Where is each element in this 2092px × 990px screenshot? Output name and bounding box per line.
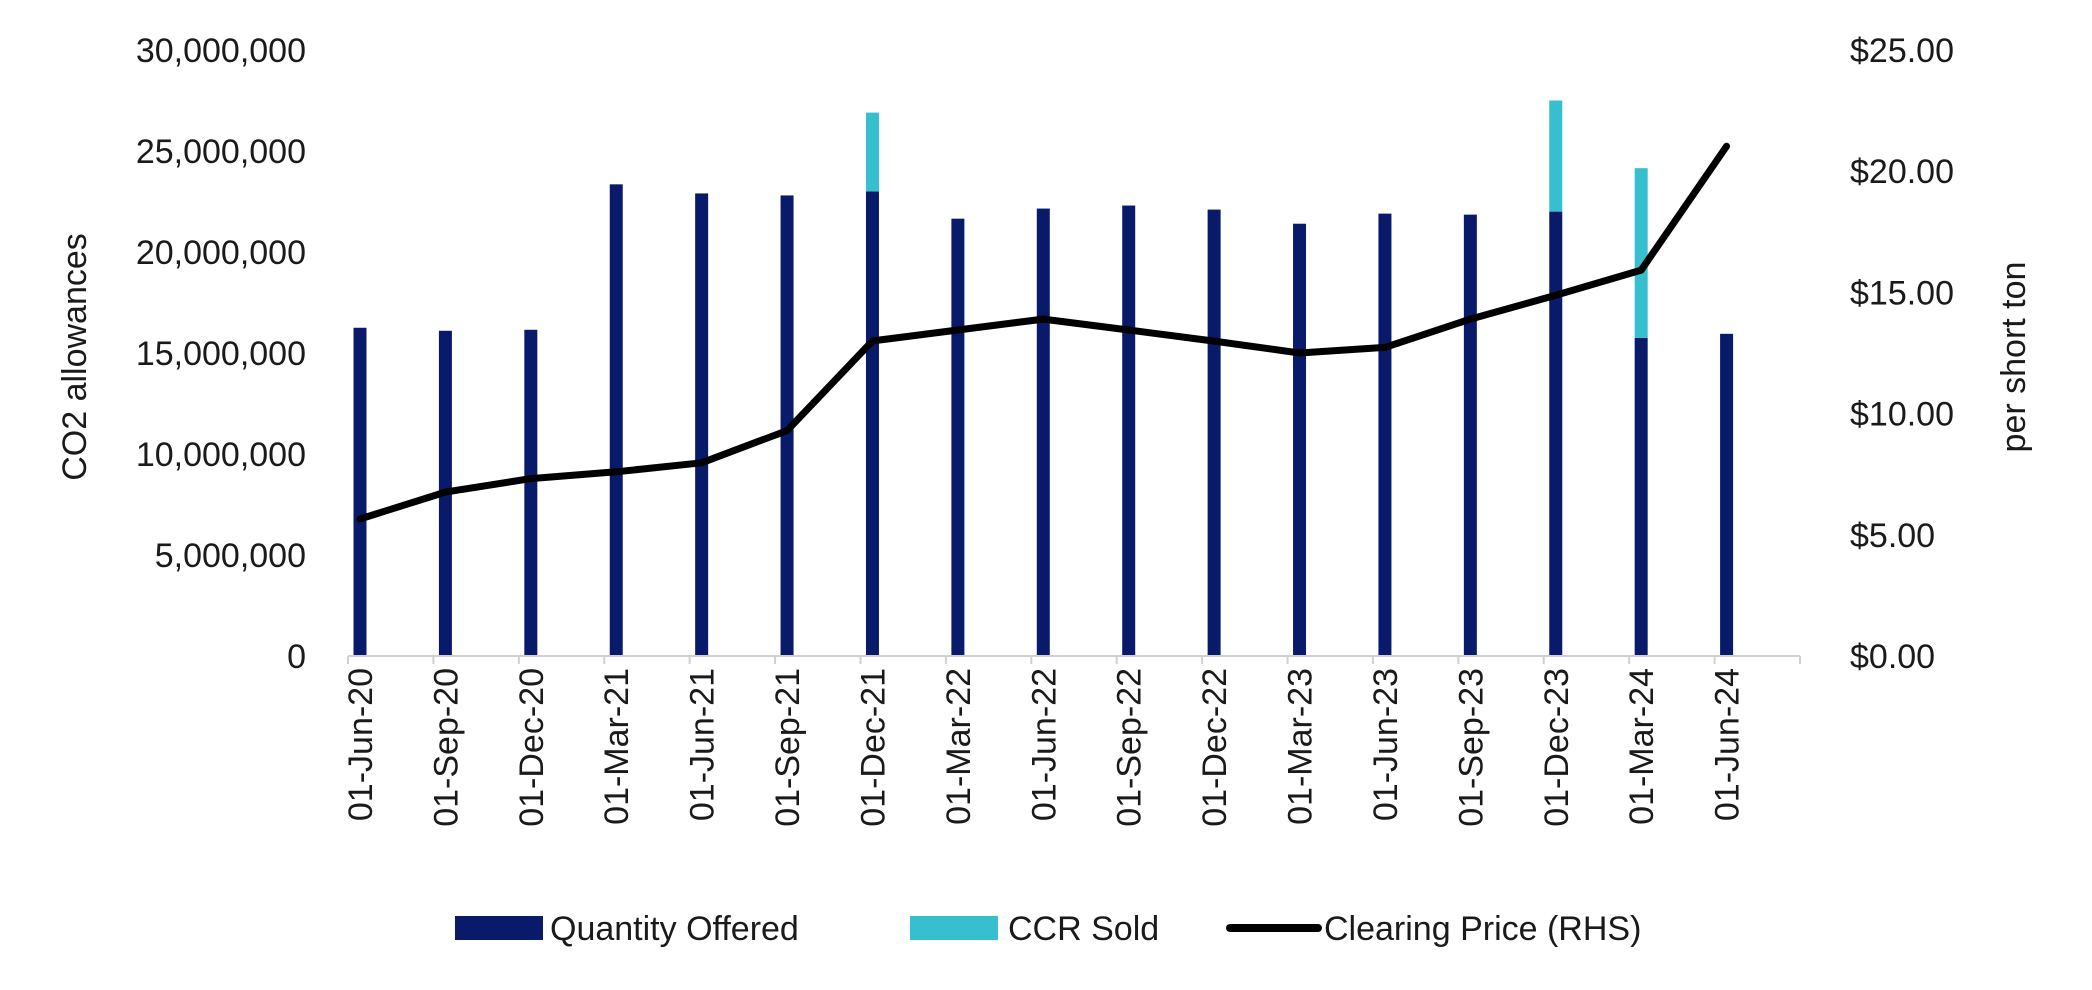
bar-quantity-offered <box>1122 205 1136 657</box>
bar-quantity-offered <box>865 191 879 656</box>
right-tick-label: $5.00 <box>1850 517 1935 555</box>
left-axis-title: CO2 allowances <box>56 233 94 481</box>
left-tick-label: 20,000,000 <box>136 234 306 272</box>
x-tick-label: 01-Sep-23 <box>1452 668 1490 827</box>
left-axis-ticks: 0 5,000,000 10,000,000 15,000,000 20,000,000… <box>136 32 306 676</box>
x-tick-label: 01-Sep-20 <box>427 668 465 827</box>
bar-quantity-offered <box>1549 211 1563 656</box>
x-tick-label: 01-Jun-22 <box>1025 668 1063 821</box>
bar-quantity-offered <box>951 218 965 657</box>
x-tick-label: 01-Jun-20 <box>342 668 380 821</box>
x-tick-label: 01-Dec-23 <box>1538 668 1576 827</box>
clearing-price-line <box>356 142 1731 523</box>
x-tick-label: 01-Mar-24 <box>1623 668 1661 825</box>
x-tick-label: 01-Sep-22 <box>1111 668 1149 827</box>
x-tick-label: 01-Jun-21 <box>684 668 722 821</box>
x-tick-label: 01-Jun-24 <box>1709 668 1747 821</box>
bar-quantity-offered <box>1634 337 1648 656</box>
right-tick-label: $10.00 <box>1850 396 1954 434</box>
legend-label-clearing-price: Clearing Price (RHS) <box>1324 910 1641 948</box>
x-axis-tick-labels: 01-Jun-20 01-Sep-20 01-Dec-20 01-Mar-21 01-J… <box>342 668 1747 827</box>
left-tick-label: 30,000,000 <box>136 32 306 70</box>
x-tick-label: 01-Jun-23 <box>1367 668 1405 821</box>
x-tick-label: 01-Mar-23 <box>1282 668 1320 825</box>
x-tick-label: 01-Sep-21 <box>769 668 807 827</box>
left-tick-label: 0 <box>287 638 306 676</box>
x-tick-label: 01-Dec-21 <box>854 668 892 827</box>
right-tick-label: $20.00 <box>1850 153 1954 191</box>
x-tick-label: 01-Dec-20 <box>513 668 551 827</box>
legend-swatch-ccr-sold <box>910 916 998 940</box>
x-tick-label: 01-Mar-21 <box>598 668 636 825</box>
left-tick-label: 10,000,000 <box>136 436 306 474</box>
bar-quantity-offered <box>524 329 538 656</box>
bar-quantity-offered <box>695 193 709 657</box>
bar-ccr-sold <box>865 112 879 192</box>
bars <box>353 100 1734 657</box>
bar-quantity-offered <box>1036 208 1050 656</box>
bar-quantity-offered <box>609 184 623 656</box>
bar-quantity-offered <box>1720 333 1734 656</box>
bar-quantity-offered <box>1378 213 1392 656</box>
right-axis-title: per short ton <box>1995 262 2033 453</box>
right-tick-label: $25.00 <box>1850 32 1954 70</box>
left-tick-label: 25,000,000 <box>136 133 306 171</box>
bar-quantity-offered <box>1293 223 1307 656</box>
legend: Quantity Offered CCR Sold Clearing Price… <box>455 910 1641 948</box>
right-tick-label: $0.00 <box>1850 638 1935 676</box>
left-tick-label: 15,000,000 <box>136 335 306 373</box>
x-axis-ticks <box>347 656 1801 664</box>
x-tick-label: 01-Dec-22 <box>1196 668 1234 827</box>
left-tick-label: 5,000,000 <box>155 537 306 575</box>
legend-label-quantity-offered: Quantity Offered <box>550 910 799 948</box>
bar-ccr-sold <box>1549 100 1563 212</box>
right-tick-label: $15.00 <box>1850 274 1954 312</box>
bar-ccr-sold <box>1634 168 1648 338</box>
right-axis-ticks: $0.00 $5.00 $10.00 $15.00 $20.00 $25.00 <box>1850 32 1954 676</box>
legend-label-ccr-sold: CCR Sold <box>1008 910 1159 948</box>
x-tick-label: 01-Mar-22 <box>940 668 978 825</box>
legend-swatch-quantity-offered <box>455 916 543 940</box>
bar-quantity-offered <box>353 327 367 656</box>
bar-quantity-offered <box>1207 209 1221 656</box>
bar-quantity-offered <box>1463 214 1477 656</box>
